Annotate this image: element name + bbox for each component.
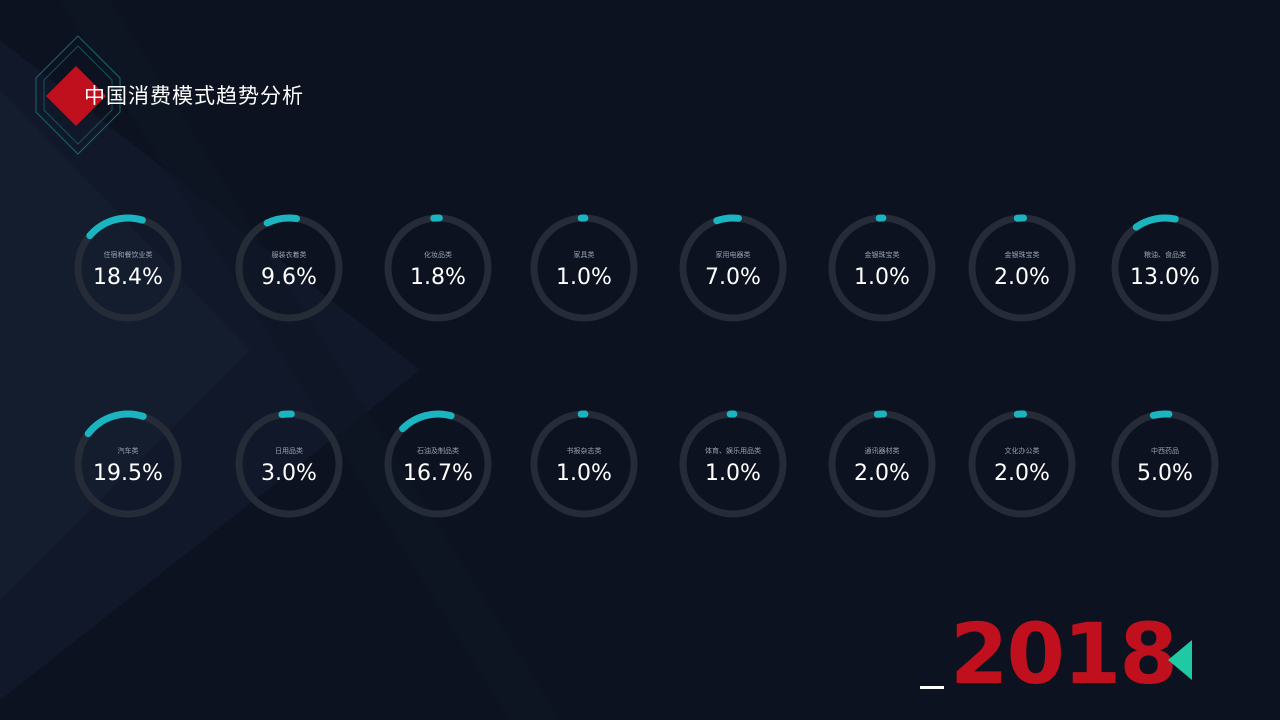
donut-arc [828,214,936,322]
donut-arc [679,214,787,322]
donut-item: 化妆品类 1.8% [384,214,492,322]
donut-arc [828,410,936,518]
donut-value: 2.0% [994,461,1050,486]
donut-label: 体育、娱乐用品类 [705,446,761,455]
donut-item: 服装衣着类 9.6% [235,214,343,322]
donut-item: 书报杂志类 1.0% [530,410,638,518]
donut-arc [1111,410,1219,518]
donut-item: 中西药品 5.0% [1111,410,1219,518]
background-shape-small [0,90,250,600]
donut-label: 书报杂志类 [567,446,602,455]
page-title: 中国消费模式趋势分析 [84,84,304,108]
year-label: 2018 [950,605,1178,703]
donut-arc [968,410,1076,518]
donut-value: 1.0% [705,461,761,486]
donut-label: 中西药品 [1151,446,1179,455]
donut-arc [235,410,343,518]
donut-label: 化妆品类 [424,250,452,259]
donut-label: 粮油、食品类 [1144,250,1186,259]
donut-item: 日用品类 3.0% [235,410,343,518]
donut-value: 19.5% [93,461,163,486]
donut-item: 石油及制品类 16.7% [384,410,492,518]
donut-arc [530,410,638,518]
donut-value: 7.0% [705,265,761,290]
donut-value: 1.0% [556,265,612,290]
donut-label: 汽车类 [118,446,139,455]
donut-arc [384,410,492,518]
donut-item: 住宿和餐饮业类 18.4% [74,214,182,322]
donut-value: 2.0% [854,461,910,486]
donut-value: 13.0% [1130,265,1200,290]
donut-item: 金银珠宝类 1.0% [828,214,936,322]
donut-arc [968,214,1076,322]
donut-label: 石油及制品类 [417,446,459,455]
donut-arc [74,410,182,518]
donut-value: 16.7% [403,461,473,486]
donut-item: 汽车类 19.5% [74,410,182,518]
donut-value: 5.0% [1137,461,1193,486]
background-diagonal [60,0,560,720]
logo-outline-inner [43,45,113,145]
donut-item: 通讯器材类 2.0% [828,410,936,518]
donut-label: 日用品类 [275,446,303,455]
donut-value: 2.0% [994,265,1050,290]
donut-arc [384,214,492,322]
arrow-left-icon [1168,640,1192,680]
donut-item: 粮油、食品类 13.0% [1111,214,1219,322]
donut-label: 通讯器材类 [865,446,900,455]
donut-arc [679,410,787,518]
donut-value: 1.8% [410,265,466,290]
donut-label: 金银珠宝类 [1005,250,1040,259]
year-dash [920,686,944,689]
donut-arc [1111,214,1219,322]
donut-value: 18.4% [93,265,163,290]
donut-label: 住宿和餐饮业类 [104,250,153,259]
logo-outline-outer [35,35,121,155]
donut-item: 体育、娱乐用品类 1.0% [679,410,787,518]
donut-value: 1.0% [854,265,910,290]
logo-diamond [35,35,121,155]
logo-red-diamond [46,66,106,126]
donut-label: 文化办公类 [1005,446,1040,455]
donut-label: 服装衣着类 [272,250,307,259]
donut-label: 家用电器类 [716,250,751,259]
donut-arc [74,214,182,322]
donut-label: 家具类 [574,250,595,259]
donut-item: 金银珠宝类 2.0% [968,214,1076,322]
donut-value: 1.0% [556,461,612,486]
donut-arc [235,214,343,322]
donut-label: 金银珠宝类 [865,250,900,259]
donut-item: 文化办公类 2.0% [968,410,1076,518]
donut-value: 9.6% [261,265,317,290]
donut-arc [530,214,638,322]
donut-item: 家用电器类 7.0% [679,214,787,322]
donut-item: 家具类 1.0% [530,214,638,322]
donut-value: 3.0% [261,461,317,486]
